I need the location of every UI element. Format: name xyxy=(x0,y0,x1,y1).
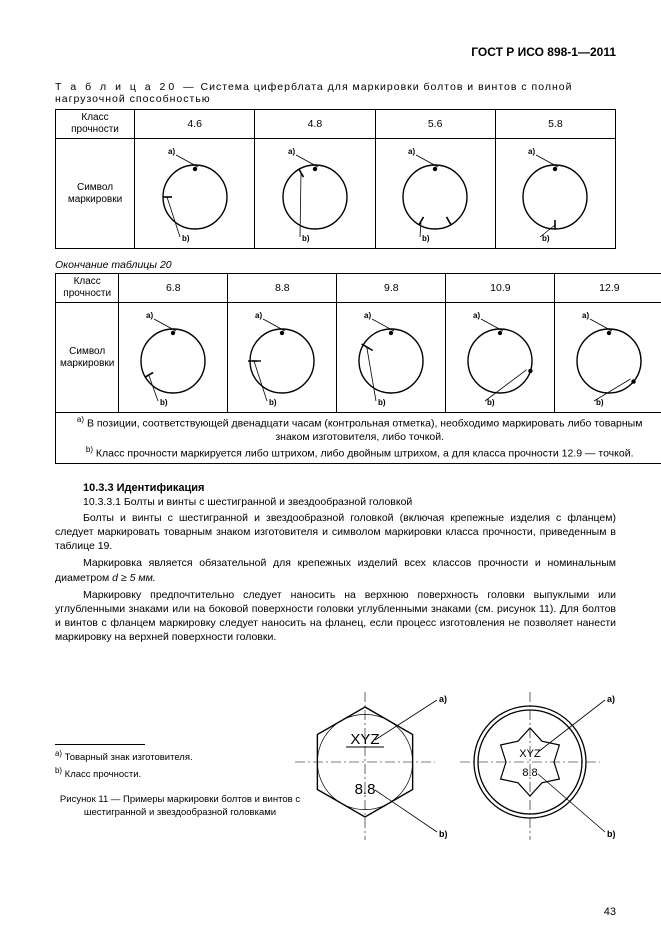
svg-text:b): b) xyxy=(487,398,495,407)
figure-11: a) Товарный знак изготовителя. b) Класс … xyxy=(55,674,616,914)
heading-10331: 10.3.3.1 Болты и винты с шестигранной и … xyxy=(55,496,616,508)
note-b-text: Класс прочности маркируется либо штрихом… xyxy=(96,447,634,459)
col-48: 4.8 xyxy=(255,110,375,139)
svg-text:XYZ: XYZ xyxy=(519,748,541,760)
col-56: 5.6 xyxy=(375,110,495,139)
svg-text:8.8: 8.8 xyxy=(522,767,537,779)
table20-caption: Т а б л и ц а 20 — Система циферблата дл… xyxy=(55,81,616,105)
col-68: 6.8 xyxy=(119,274,228,303)
svg-text:a): a) xyxy=(364,311,371,320)
svg-text:b): b) xyxy=(596,398,604,407)
footnotes: a) Товарный знак изготовителя. b) Класс … xyxy=(55,744,255,781)
figure-caption: Рисунок 11 — Примеры маркировки болтов и… xyxy=(55,794,305,819)
note-a-text: В позиции, соответствующей двенадцати ча… xyxy=(87,418,643,444)
dial-48: a) b) xyxy=(255,139,375,249)
svg-text:b): b) xyxy=(378,398,386,407)
dial-46: a) b) xyxy=(135,139,255,249)
svg-text:a): a) xyxy=(255,311,262,320)
row-class-label: Класс прочности xyxy=(56,110,135,139)
heading-1033: 10.3.3 Идентификация xyxy=(55,482,616,494)
svg-text:a): a) xyxy=(288,147,295,156)
row-symbol-label-2: Символ маркировки xyxy=(56,303,119,413)
col-46: 4.6 xyxy=(135,110,255,139)
svg-text:a): a) xyxy=(146,311,153,320)
svg-text:b): b) xyxy=(607,829,616,839)
page-number: 43 xyxy=(604,906,616,918)
table20-notes: a) В позиции, соответствующей двенадцати… xyxy=(56,413,661,464)
para-2: Маркировка является обязательной для кре… xyxy=(55,556,616,584)
svg-text:a): a) xyxy=(528,147,535,156)
note-b-sup: b) xyxy=(86,445,93,454)
dial-98: a) b) xyxy=(337,303,446,413)
svg-text:a): a) xyxy=(439,694,447,704)
svg-text:b): b) xyxy=(182,234,190,243)
col-88: 8.8 xyxy=(228,274,337,303)
svg-text:b): b) xyxy=(439,829,448,839)
dial-109: a) b) xyxy=(446,303,555,413)
svg-text:a): a) xyxy=(408,147,415,156)
svg-text:b): b) xyxy=(422,234,430,243)
doc-header: ГОСТ Р ИСО 898-1—2011 xyxy=(55,45,616,59)
svg-text:a): a) xyxy=(168,147,175,156)
fn-a-sup: a) xyxy=(55,749,62,758)
para-2b: d ≥ 5 мм. xyxy=(112,572,156,584)
para-1: Болты и винты с шестигранной и звездообр… xyxy=(55,511,616,554)
dial-88: a) b) xyxy=(228,303,337,413)
para-3: Маркировку предпочтительно следует нанос… xyxy=(55,588,616,645)
table20-caption-prefix: Т а б л и ц а 20 — xyxy=(55,81,197,93)
dial-68: a) b) xyxy=(119,303,228,413)
fn-a-text: Товарный знак изготовителя. xyxy=(65,753,193,764)
note-a-sup: a) xyxy=(77,415,84,424)
star-bolt-icon: XYZ 8.8 a) b) xyxy=(455,674,620,849)
table20-continuation: Окончание таблицы 20 xyxy=(55,259,616,271)
hex-bolt-icon: XYZ8.8a)b) xyxy=(290,674,455,849)
col-58: 5.8 xyxy=(495,110,615,139)
svg-text:a): a) xyxy=(582,311,589,320)
dial-58: a) b) xyxy=(495,139,615,249)
svg-text:b): b) xyxy=(302,234,310,243)
fn-b-sup: b) xyxy=(55,766,62,775)
svg-text:a): a) xyxy=(473,311,480,320)
col-98: 9.8 xyxy=(337,274,446,303)
dial-56: a) b) xyxy=(375,139,495,249)
svg-text:b): b) xyxy=(160,398,168,407)
svg-text:a): a) xyxy=(607,694,615,704)
section-1033: 10.3.3 Идентификация 10.3.3.1 Болты и ви… xyxy=(55,482,616,645)
svg-text:b): b) xyxy=(269,398,277,407)
table20-bottom: Класс прочности 6.8 8.8 9.8 10.9 12.9 Си… xyxy=(55,273,661,464)
col-109: 10.9 xyxy=(446,274,555,303)
dial-129: a) b) xyxy=(555,303,661,413)
col-129: 12.9 xyxy=(555,274,661,303)
row-symbol-label: Символ маркировки xyxy=(56,139,135,249)
svg-text:b): b) xyxy=(542,234,550,243)
row-class-label-2: Класс прочности xyxy=(56,274,119,303)
table20-top: Класс прочности 4.6 4.8 5.6 5.8 Символ м… xyxy=(55,109,616,249)
svg-text:8.8: 8.8 xyxy=(355,781,376,798)
fn-b-text: Класс прочности. xyxy=(65,769,142,780)
